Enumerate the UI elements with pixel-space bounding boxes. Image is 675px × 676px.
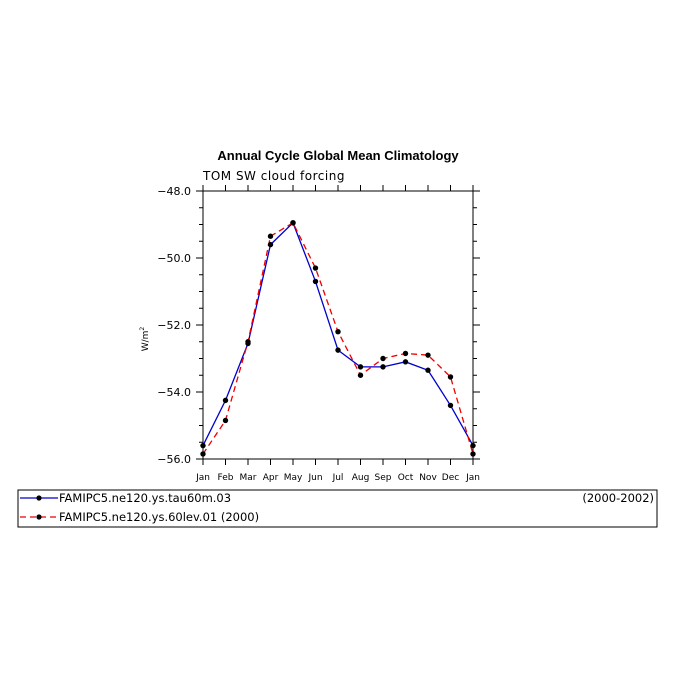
y-tick-label: −54.0 (157, 386, 191, 399)
x-tick-label: May (284, 473, 303, 483)
data-point-1 (425, 367, 431, 373)
data-point-1 (402, 359, 409, 365)
data-point-2 (290, 220, 296, 226)
legend-swatch-marker-2 (36, 514, 42, 520)
data-point-2 (470, 451, 476, 457)
y-tick-label: −50.0 (157, 252, 191, 265)
data-point-1 (222, 397, 229, 404)
data-point-2 (447, 374, 454, 380)
x-axis-ticks: Jan Feb Mar Apr May Jun Jul Aug Sep Oct Nov Dec Jan (195, 185, 480, 483)
data-point-1 (380, 364, 386, 370)
x-tick-label: Feb (218, 473, 234, 483)
data-point-1 (447, 402, 454, 409)
data-point-1 (312, 278, 319, 285)
y-tick-label: −48.0 (157, 185, 191, 198)
y-axis-label-text: W/m (141, 331, 151, 352)
x-tick-label: Dec (442, 473, 459, 483)
data-point-2 (335, 329, 341, 335)
x-tick-label: Jul (332, 473, 344, 483)
x-tick-label: Sep (375, 473, 392, 483)
series-lines (200, 220, 476, 457)
y-tick-label: −52.0 (157, 319, 191, 332)
y-axis-label-superscript: 2 (139, 327, 146, 331)
y-tick-label: −56.0 (157, 453, 191, 466)
chart-subtitle: TOM SW cloud forcing (202, 169, 345, 183)
x-tick-label: Jan (465, 473, 480, 483)
legend-item-1: FAMIPC5.ne120.ys.tau60m.03 (2000-2002) (20, 491, 654, 505)
legend-label-2: FAMIPC5.ne120.ys.60lev.01 (2000) (59, 510, 259, 524)
data-point-1 (200, 442, 206, 449)
legend-box (17, 489, 658, 528)
legend-label-1: FAMIPC5.ne120.ys.tau60m.03 (59, 491, 231, 505)
legend-period-1: (2000-2002) (582, 491, 654, 505)
x-tick-label: Apr (263, 473, 279, 483)
data-point-1 (267, 241, 274, 248)
data-point-1 (357, 364, 364, 370)
legend-swatch-marker-1 (36, 495, 42, 501)
legend-item-2: FAMIPC5.ne120.ys.60lev.01 (2000) (20, 510, 259, 524)
x-tick-label: Jan (195, 473, 210, 483)
data-point-1 (335, 347, 341, 353)
data-point-2 (245, 339, 251, 345)
series-line-2 (202, 221, 474, 455)
data-point-1 (470, 442, 476, 449)
data-point-2 (402, 350, 409, 357)
x-tick-label: Aug (352, 473, 370, 483)
y-axis-label: W/m2 (139, 327, 151, 352)
x-tick-label: Oct (398, 473, 414, 483)
x-tick-label: Nov (419, 473, 437, 483)
data-point-2 (222, 417, 229, 424)
y-axis-ticks: −48.0 −50.0 −52.0 −54.0 −56.0 (157, 185, 480, 466)
data-point-2 (312, 265, 319, 271)
data-point-2 (267, 233, 274, 239)
x-tick-label: Mar (240, 473, 257, 483)
data-point-2 (357, 372, 364, 378)
data-point-2 (200, 451, 206, 457)
x-tick-label: Jun (307, 473, 322, 483)
chart-title: Annual Cycle Global Mean Climatology (217, 148, 459, 163)
data-point-2 (380, 355, 386, 362)
plot-frame (202, 190, 474, 460)
data-point-2 (425, 352, 431, 358)
